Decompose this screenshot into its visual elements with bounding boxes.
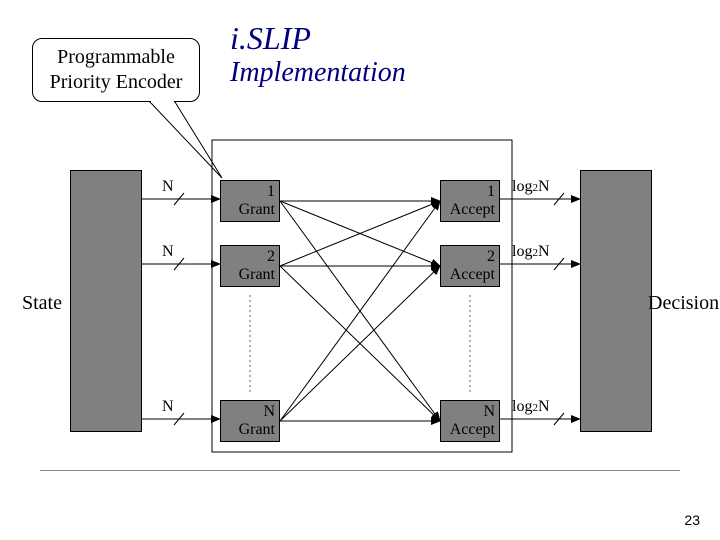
grant-box-1: 1 Grant: [220, 180, 280, 222]
accept-n-num: N: [445, 403, 495, 421]
grant-word-1: Grant: [225, 201, 275, 219]
log-2: log: [512, 243, 532, 260]
accept-word-1: Accept: [445, 201, 495, 219]
accept-word-n: Accept: [445, 421, 495, 439]
log-3: log: [512, 398, 532, 415]
accept-box-1: 1 Accept: [440, 180, 500, 222]
footer-rule: [40, 470, 680, 471]
state-box: [70, 170, 142, 432]
grant-box-n: N Grant: [220, 400, 280, 442]
grant-2-num: 2: [225, 248, 275, 266]
tail-2: N: [538, 243, 550, 260]
n-label-3: N: [162, 398, 174, 416]
decision-label: Decision: [648, 292, 719, 315]
tail-3: N: [538, 398, 550, 415]
accept-1-num: 1: [445, 183, 495, 201]
grant-word-2: Grant: [225, 266, 275, 284]
decision-box: [580, 170, 652, 432]
log-1: log: [512, 178, 532, 195]
n-label-1: N: [162, 178, 174, 196]
grant-1-num: 1: [225, 183, 275, 201]
page-number: 23: [684, 512, 700, 528]
log2n-label-2: log2N: [512, 243, 550, 261]
accept-box-n: N Accept: [440, 400, 500, 442]
grant-n-num: N: [225, 403, 275, 421]
accept-2-num: 2: [445, 248, 495, 266]
tail-1: N: [538, 178, 550, 195]
state-label: State: [22, 292, 62, 315]
accept-box-2: 2 Accept: [440, 245, 500, 287]
accept-word-2: Accept: [445, 266, 495, 284]
log2n-label-1: log2N: [512, 178, 550, 196]
grant-word-n: Grant: [225, 421, 275, 439]
log2n-label-3: log2N: [512, 398, 550, 416]
grant-box-2: 2 Grant: [220, 245, 280, 287]
n-label-2: N: [162, 243, 174, 261]
